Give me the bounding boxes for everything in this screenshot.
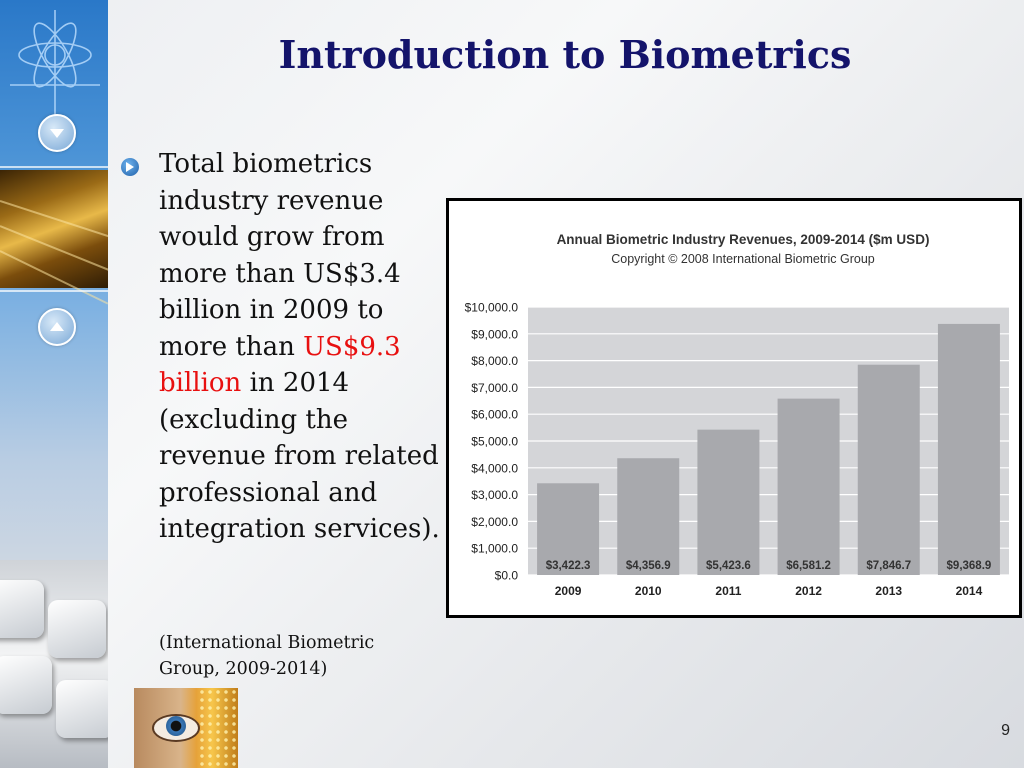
bullet-highlight: US$9.3 billion (159, 331, 401, 399)
eye-thumbnail (134, 688, 238, 768)
data-label: $6,581.2 (786, 560, 831, 572)
bar-2010 (617, 458, 680, 575)
y-tick-label: $3,000.0 (471, 488, 518, 502)
y-tick-label: $1,000.0 (471, 542, 518, 556)
bar-2011 (697, 429, 760, 575)
y-tick-label: $7,000.0 (471, 381, 518, 395)
y-tick-label: $6,000.0 (471, 408, 518, 422)
strip-divider (0, 290, 108, 292)
chevron-down-icon (38, 114, 76, 152)
y-tick-label: $5,000.0 (471, 435, 518, 449)
revenue-chart: Annual Biometric Industry Revenues, 2009… (446, 198, 1022, 618)
atom-star-icon (10, 10, 100, 120)
y-tick-label: $4,000.0 (471, 461, 518, 475)
data-label: $4,356.9 (626, 560, 671, 572)
x-tick-label: 2013 (875, 584, 902, 598)
x-tick-label: 2009 (555, 584, 582, 598)
bar-2009 (537, 483, 600, 575)
chart-title: Annual Biometric Industry Revenues, 2009… (557, 232, 930, 247)
slide-title: Introduction to Biometrics (278, 32, 852, 77)
gold-image-panel (0, 170, 108, 305)
data-label: $3,422.3 (546, 560, 591, 572)
y-tick-label: $9,000.0 (471, 327, 518, 341)
data-label: $5,423.6 (706, 560, 751, 572)
y-tick-label: $10,000.0 (465, 301, 519, 315)
x-tick-label: 2010 (635, 584, 662, 598)
keyboard-image-panel (0, 560, 108, 768)
y-tick-label: $8,000.0 (471, 354, 518, 368)
x-tick-label: 2011 (715, 584, 741, 598)
y-tick-label: $2,000.0 (471, 515, 518, 529)
bullet-text: Total biometrics industry revenue would … (159, 146, 444, 548)
x-tick-label: 2014 (956, 584, 983, 598)
x-tick-label: 2012 (795, 584, 822, 598)
bar-2014 (937, 323, 1000, 575)
bar-2013 (857, 364, 920, 575)
y-tick-label: $0.0 (495, 569, 519, 583)
left-decorative-strip (0, 0, 108, 768)
bar-2012 (777, 398, 840, 575)
chevron-up-icon (38, 308, 76, 346)
bullet-arrow-icon (121, 158, 139, 176)
data-label: $7,846.7 (866, 560, 911, 572)
page-number: 9 (1001, 722, 1010, 739)
strip-divider (0, 166, 108, 168)
bullet-text-after: in 2014 (excluding the revenue from rela… (159, 368, 440, 544)
bullet-text-before: Total biometrics industry revenue would … (159, 149, 401, 362)
bar-chart-svg: Annual Biometric Industry Revenues, 2009… (465, 232, 1009, 598)
data-label: $9,368.9 (947, 560, 992, 572)
chart-subtitle: Copyright © 2008 International Biometric… (611, 252, 875, 266)
citation: (International Biometric Group, 2009-201… (159, 633, 375, 679)
